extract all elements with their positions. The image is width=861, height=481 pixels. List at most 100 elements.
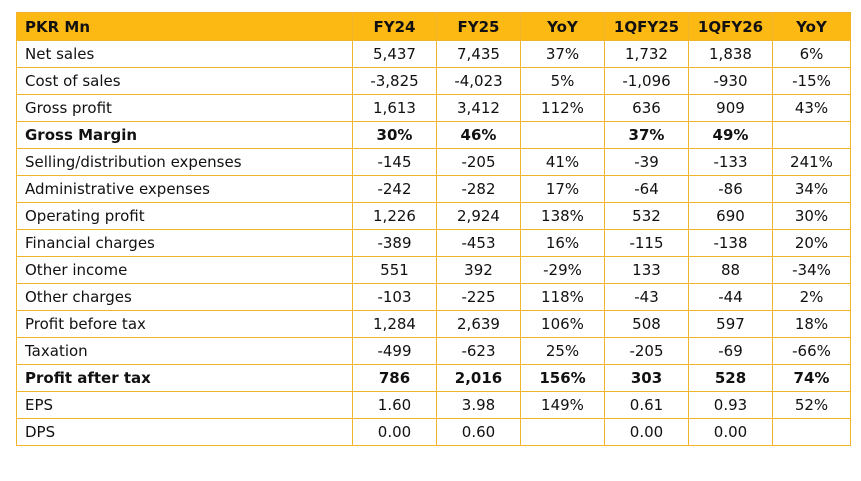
value-cell: -205 [436, 148, 521, 176]
value-cell: 0.00 [604, 418, 689, 446]
header-cell: PKR Mn [16, 12, 353, 41]
value-cell: 41% [520, 148, 605, 176]
value-cell: 1,284 [352, 310, 437, 338]
value-cell: 528 [688, 364, 773, 392]
value-cell: 5% [520, 67, 605, 95]
value-cell: 5,437 [352, 40, 437, 68]
value-cell: -29% [520, 256, 605, 284]
value-cell: -145 [352, 148, 437, 176]
row-label: Other income [16, 256, 353, 284]
row-label: Administrative expenses [16, 175, 353, 203]
value-cell: 551 [352, 256, 437, 284]
table-row: Taxation -499 -623 25% -205 -69 -66% [16, 337, 851, 365]
row-label: Gross Margin [16, 121, 353, 149]
value-cell: 1,226 [352, 202, 437, 230]
table-row: Gross Margin 30% 46% 37% 49% [16, 121, 851, 149]
value-cell: -930 [688, 67, 773, 95]
value-cell: -499 [352, 337, 437, 365]
row-label: Financial charges [16, 229, 353, 257]
value-cell: 1,613 [352, 94, 437, 122]
value-cell: 133 [604, 256, 689, 284]
value-cell: 30% [772, 202, 851, 230]
row-label: Taxation [16, 337, 353, 365]
row-label: EPS [16, 391, 353, 419]
value-cell: 508 [604, 310, 689, 338]
table-row: Selling/distribution expenses -145 -205 41%… [16, 148, 851, 176]
row-label: Cost of sales [16, 67, 353, 95]
value-cell: 34% [772, 175, 851, 203]
value-cell: -43 [604, 283, 689, 311]
value-cell: -44 [688, 283, 773, 311]
value-cell: -1,096 [604, 67, 689, 95]
value-cell: 2,639 [436, 310, 521, 338]
value-cell: -389 [352, 229, 437, 257]
value-cell: -205 [604, 337, 689, 365]
value-cell: -39 [604, 148, 689, 176]
value-cell: 16% [520, 229, 605, 257]
value-cell: -138 [688, 229, 773, 257]
value-cell: 74% [772, 364, 851, 392]
value-cell: 43% [772, 94, 851, 122]
value-cell: 17% [520, 175, 605, 203]
value-cell: 1.60 [352, 391, 437, 419]
value-cell: 1,732 [604, 40, 689, 68]
row-label: Selling/distribution expenses [16, 148, 353, 176]
value-cell: -282 [436, 175, 521, 203]
value-cell: 46% [436, 121, 521, 149]
value-cell: 597 [688, 310, 773, 338]
value-cell: -115 [604, 229, 689, 257]
empty-cell [772, 121, 851, 149]
value-cell: 106% [520, 310, 605, 338]
row-label: Gross profit [16, 94, 353, 122]
value-cell: 392 [436, 256, 521, 284]
table-row: Cost of sales -3,825 -4,023 5% -1,096 -930 -15… [16, 67, 851, 95]
table-row: Administrative expenses -242 -282 17% -64 -86… [16, 175, 851, 203]
table-row: Other charges -103 -225 118% -43 -44 2% [16, 283, 851, 311]
table-row: Profit after tax 786 2,016 156% 303 528 74% [16, 364, 851, 392]
value-cell: -34% [772, 256, 851, 284]
value-cell: 37% [604, 121, 689, 149]
value-cell: -242 [352, 175, 437, 203]
value-cell: 303 [604, 364, 689, 392]
value-cell: 88 [688, 256, 773, 284]
row-label: Net sales [16, 40, 353, 68]
value-cell: 2,924 [436, 202, 521, 230]
value-cell: 241% [772, 148, 851, 176]
table-row: Gross profit 1,613 3,412 112% 636 909 43% [16, 94, 851, 122]
value-cell: -453 [436, 229, 521, 257]
table-row: DPS 0.00 0.60 0.00 0.00 [16, 418, 851, 446]
value-cell: 2% [772, 283, 851, 311]
value-cell: -15% [772, 67, 851, 95]
empty-cell [772, 418, 851, 446]
value-cell: -69 [688, 337, 773, 365]
value-cell: 20% [772, 229, 851, 257]
value-cell: 138% [520, 202, 605, 230]
value-cell: 532 [604, 202, 689, 230]
value-cell: 37% [520, 40, 605, 68]
table-row: Net sales 5,437 7,435 37% 1,732 1,838 6% [16, 40, 851, 68]
value-cell: 0.00 [352, 418, 437, 446]
table-row: Operating profit 1,226 2,924 138% 532 690 30% [16, 202, 851, 230]
value-cell: -86 [688, 175, 773, 203]
value-cell: -623 [436, 337, 521, 365]
value-cell: 0.00 [688, 418, 773, 446]
empty-cell [520, 418, 605, 446]
value-cell: 0.61 [604, 391, 689, 419]
header-cell: 1QFY25 [604, 12, 689, 41]
header-cell: 1QFY26 [688, 12, 773, 41]
value-cell: -103 [352, 283, 437, 311]
value-cell: 6% [772, 40, 851, 68]
row-label: DPS [16, 418, 353, 446]
header-cell: YoY [772, 12, 851, 41]
value-cell: 7,435 [436, 40, 521, 68]
value-cell: -225 [436, 283, 521, 311]
value-cell: 30% [352, 121, 437, 149]
value-cell: 0.60 [436, 418, 521, 446]
value-cell: 52% [772, 391, 851, 419]
value-cell: 0.93 [688, 391, 773, 419]
row-label: Profit after tax [16, 364, 353, 392]
value-cell: 690 [688, 202, 773, 230]
value-cell: -133 [688, 148, 773, 176]
row-label: Other charges [16, 283, 353, 311]
